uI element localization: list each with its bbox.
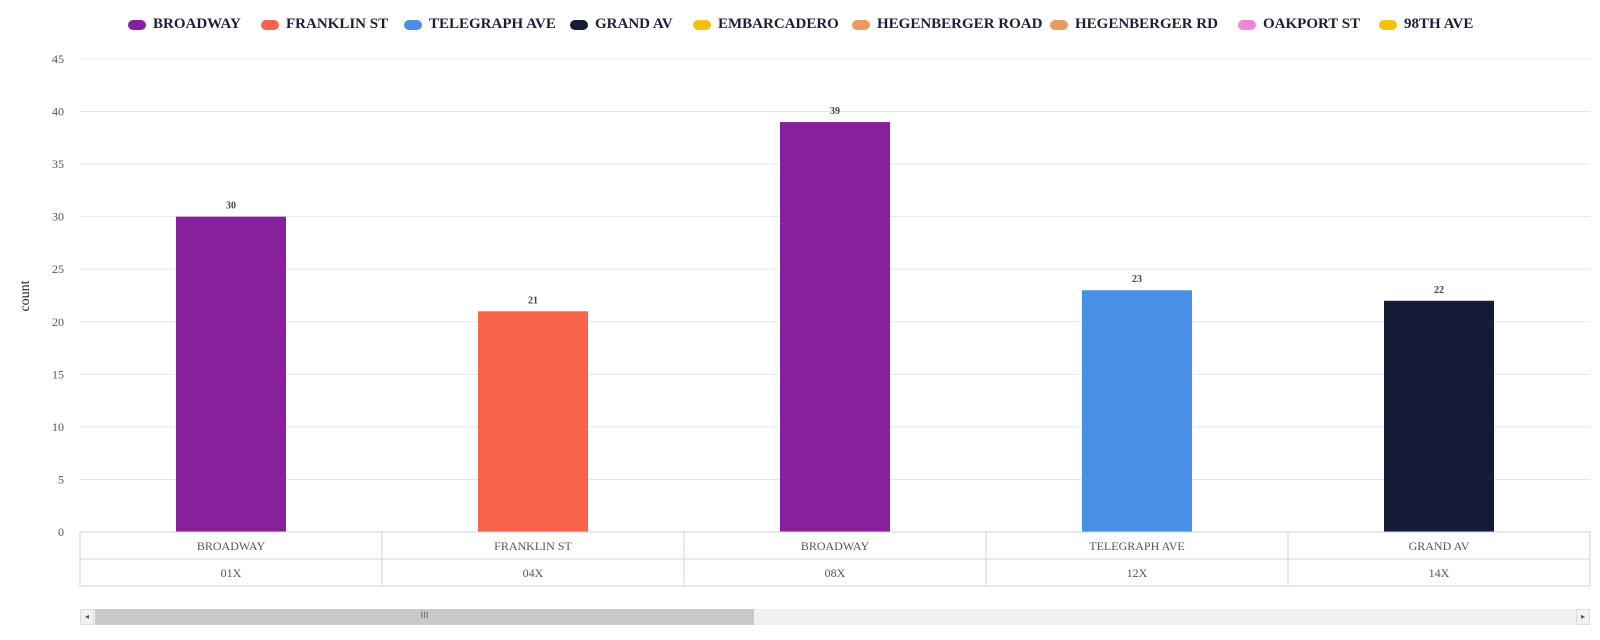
legend-swatch-icon <box>1050 19 1068 30</box>
y-tick-label: 15 <box>52 367 64 381</box>
y-axis-ticks: 0 5 10 15 20 25 30 35 40 45 <box>52 52 64 539</box>
legend-swatch-icon <box>128 19 146 30</box>
legend-label: BROADWAY <box>153 16 241 32</box>
legend-item[interactable]: GRAND AV <box>570 16 673 33</box>
legend-swatch-icon <box>404 19 422 30</box>
legend-label: 98TH AVE <box>1404 16 1474 32</box>
category-street-label: BROADWAY <box>801 539 870 553</box>
bar <box>478 311 588 532</box>
category-route-label: 08X <box>825 566 846 580</box>
data-label: 21 <box>528 295 538 306</box>
y-tick-label: 40 <box>52 105 64 119</box>
y-tick-label: 30 <box>52 210 64 224</box>
legend-item[interactable]: BROADWAY <box>128 16 241 33</box>
data-label: 30 <box>226 201 236 212</box>
legend-label: OAKPORT ST <box>1263 16 1361 32</box>
legend-label: TELEGRAPH AVE <box>429 16 556 32</box>
legend-swatch-icon <box>570 19 588 30</box>
category-street-label: GRAND AV <box>1409 539 1470 553</box>
category-street-label: BROADWAY <box>197 539 266 553</box>
y-tick-label: 10 <box>52 420 64 434</box>
scrollbar-thumb[interactable]: III <box>95 609 754 625</box>
legend-item[interactable]: FRANKLIN ST <box>261 16 388 33</box>
category-route-label: 04X <box>523 566 544 580</box>
legend-swatch-icon <box>261 19 279 30</box>
data-label: 39 <box>830 106 840 117</box>
y-tick-label: 45 <box>52 52 64 66</box>
legend-label: FRANKLIN ST <box>286 16 389 32</box>
bar <box>1082 290 1192 532</box>
legend-item[interactable]: HEGENBERGER RD <box>1050 16 1218 33</box>
legend-item[interactable]: HEGENBERGER ROAD <box>852 16 1042 33</box>
legend-swatch-icon <box>1379 19 1397 30</box>
chart-legend: BROADWAY FRANKLIN ST TELEGRAPH AVE GRAND AV… <box>0 16 1600 38</box>
bars <box>176 122 1494 533</box>
scroll-right-arrow-icon[interactable]: ▸ <box>1576 609 1590 625</box>
y-tick-label: 35 <box>52 157 64 171</box>
legend-item[interactable]: 98TH AVE <box>1379 16 1473 33</box>
bar <box>176 216 286 532</box>
y-axis-label: count <box>18 280 33 311</box>
data-label: 22 <box>1434 285 1444 296</box>
data-labels: 30 21 39 23 22 <box>226 106 1444 306</box>
bar <box>1384 300 1494 532</box>
legend-swatch-icon <box>693 19 711 30</box>
legend-item[interactable]: EMBARCADERO <box>693 16 839 33</box>
legend-label: GRAND AV <box>595 16 673 32</box>
legend-label: HEGENBERGER RD <box>1075 16 1218 32</box>
category-table: BROADWAY 01X FRANKLIN ST 04X BROADWAY 08X TELE… <box>79 531 1591 587</box>
legend-item[interactable]: OAKPORT ST <box>1238 16 1360 33</box>
legend-swatch-icon <box>1238 19 1256 30</box>
bar-chart: 0 5 10 15 20 25 30 35 40 45 count 30 21 39 23 22 BROA… <box>18 52 1591 587</box>
y-tick-label: 5 <box>58 472 64 486</box>
category-street-label: FRANKLIN ST <box>494 539 572 553</box>
category-route-label: 14X <box>1429 566 1450 580</box>
legend-item[interactable]: TELEGRAPH AVE <box>404 16 556 33</box>
grip-icon: III <box>420 611 429 621</box>
legend-label: HEGENBERGER ROAD <box>877 16 1043 32</box>
y-tick-label: 0 <box>58 525 64 539</box>
horizontal-scrollbar[interactable]: ◂ III ▸ <box>80 609 1590 625</box>
category-route-label: 12X <box>1127 566 1148 580</box>
bar <box>780 122 890 533</box>
scroll-left-arrow-icon[interactable]: ◂ <box>80 609 94 625</box>
data-label: 23 <box>1132 274 1142 285</box>
legend-label: EMBARCADERO <box>718 16 839 32</box>
y-tick-label: 25 <box>52 262 64 276</box>
y-tick-label: 20 <box>52 315 64 329</box>
legend-swatch-icon <box>852 19 870 30</box>
category-street-label: TELEGRAPH AVE <box>1089 539 1184 553</box>
category-route-label: 01X <box>221 566 242 580</box>
